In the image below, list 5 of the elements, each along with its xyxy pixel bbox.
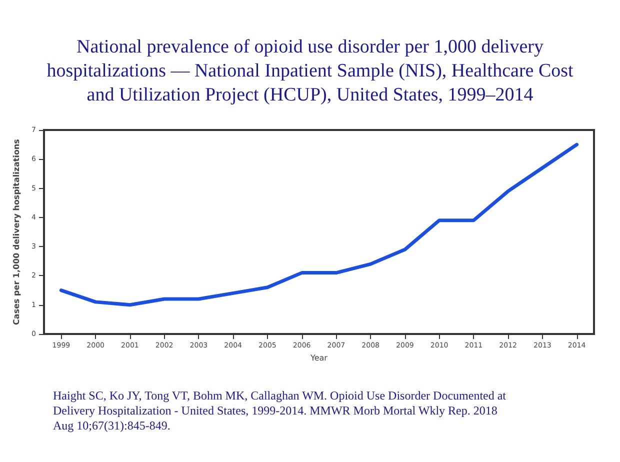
line-series bbox=[59, 142, 579, 307]
x-axis-title: Year bbox=[310, 354, 328, 362]
y-axis-title: Cases per 1,000 delivery hospitalizations bbox=[12, 138, 22, 325]
text: Haight SC, Ko JY, Tong VT, Bohm MK, Callaghan WM. Opioid Use Disorder Documented at Delivery Hospitalization - United States, 1999-2014. MMWR Morb Mortal Wkly Rep. 2018 Aug 10;67(31):845-849. bbox=[53, 388, 507, 432]
chart-title: National prevalence of opioid use disorder per 1,000 delivery hospitalizations — National Inpatient Sample (NIS), Healthcare Cost and Utilization Project (HCUP), United States, 1999–2014 bbox=[46, 36, 574, 106]
